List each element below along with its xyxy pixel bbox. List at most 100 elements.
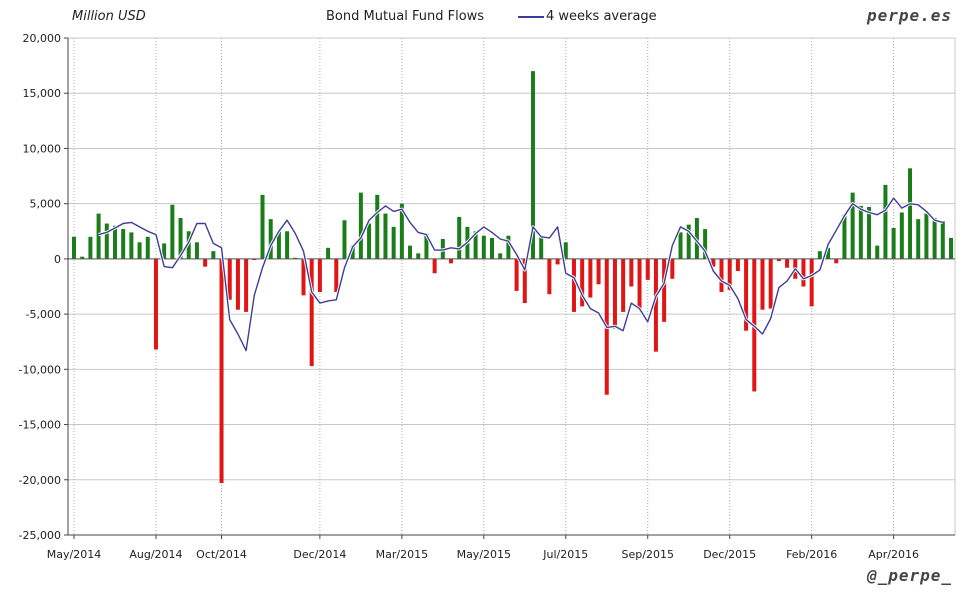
flow-bar	[899, 212, 904, 259]
flow-bar	[637, 258, 642, 310]
y-tick-label: 10,000	[23, 142, 62, 155]
flow-bar	[571, 258, 576, 312]
flow-bar	[539, 236, 544, 259]
flow-bar	[432, 258, 437, 274]
flow-bar	[711, 258, 716, 267]
flow-bar	[153, 258, 158, 350]
chart-title: Bond Mutual Fund Flows	[326, 9, 485, 24]
flow-bar	[530, 71, 535, 259]
flow-bar	[875, 245, 880, 259]
flow-bar	[358, 192, 363, 259]
flow-bar	[932, 218, 937, 259]
legend-line-swatch	[518, 15, 544, 18]
y-tick-label: 5,000	[30, 198, 62, 211]
flow-bar	[424, 233, 429, 259]
x-tick-label: May/2014	[47, 548, 101, 561]
flow-bar	[842, 214, 847, 259]
y-tick-label: -20,000	[19, 474, 61, 487]
y-tick-label: -10,000	[19, 363, 61, 376]
flow-bar	[96, 213, 101, 259]
flow-bar	[612, 258, 617, 329]
flow-bar	[514, 258, 519, 291]
brand-watermark-top: perpe.es	[866, 6, 952, 25]
x-tick-label: Dec/2015	[703, 548, 756, 561]
flow-bar	[727, 258, 732, 290]
flow-bar	[768, 258, 773, 309]
flow-bar	[703, 229, 708, 259]
x-tick-label: Dec/2014	[293, 548, 346, 561]
flow-bar	[244, 258, 249, 312]
x-tick-label: Mar/2015	[376, 548, 428, 561]
y-tick-label: -5,000	[26, 308, 61, 321]
flow-bar	[178, 218, 183, 259]
flow-bar	[735, 258, 740, 272]
flow-bar	[678, 232, 683, 259]
y-tick-label: 20,000	[23, 32, 62, 45]
unit-label: Million USD	[72, 9, 146, 24]
flow-bar	[203, 258, 208, 267]
x-tick-label: Oct/2014	[196, 548, 247, 561]
flow-bar	[285, 231, 290, 259]
y-tick-label: -25,000	[19, 529, 61, 542]
brand-watermark-bottom: @_perpe_	[866, 566, 952, 585]
flow-bar	[760, 258, 765, 310]
flow-bar	[522, 258, 527, 304]
flow-bar	[162, 243, 167, 259]
flow-bar	[112, 225, 117, 259]
flow-bar	[867, 206, 872, 259]
flow-bar	[145, 236, 150, 259]
flow-bar	[235, 258, 240, 310]
flow-bar	[891, 227, 896, 259]
x-tick-label: Sep/2015	[622, 548, 674, 561]
flow-bar	[949, 237, 953, 259]
flow-bar	[645, 258, 650, 280]
flow-bar	[334, 258, 339, 293]
flow-bar	[826, 247, 831, 259]
flow-bar	[924, 213, 929, 259]
flow-bar	[580, 258, 585, 307]
flow-bar	[686, 224, 691, 259]
flow-bar	[268, 219, 273, 259]
x-tick-label: Apr/2016	[868, 548, 919, 561]
x-tick-label: May/2015	[457, 548, 511, 561]
flow-bar	[817, 251, 822, 259]
plot-border	[67, 37, 956, 536]
flow-bar	[457, 216, 462, 259]
flow-bar	[908, 168, 913, 259]
flow-bar	[809, 258, 814, 307]
flow-bar	[129, 232, 134, 259]
legend: 4 weeks average	[518, 9, 657, 24]
flow-bar	[555, 258, 560, 265]
flow-bar	[391, 226, 396, 259]
flow-bar	[596, 258, 601, 285]
flow-bar	[309, 258, 314, 367]
flow-bar	[850, 192, 855, 259]
flow-bar	[670, 258, 675, 279]
flow-bar	[473, 231, 478, 259]
flow-bar	[252, 258, 257, 260]
flow-bar	[194, 242, 199, 259]
x-tick-label: Jul/2015	[542, 548, 588, 561]
flow-bar	[80, 256, 85, 259]
flow-bar	[801, 258, 806, 287]
flow-bar	[416, 253, 421, 259]
flow-bar	[916, 219, 921, 259]
flow-bar	[621, 258, 626, 312]
flow-bar	[104, 223, 109, 259]
flow-bar	[858, 205, 863, 259]
flow-bar	[326, 247, 331, 259]
flow-bar	[719, 258, 724, 293]
flow-bar	[588, 258, 593, 298]
y-tick-label: 15,000	[23, 87, 62, 100]
flow-bar	[834, 258, 839, 264]
flow-bar	[883, 184, 888, 259]
flow-bar	[301, 258, 306, 296]
y-tick-label: 0	[54, 253, 61, 266]
flow-bar	[375, 194, 380, 259]
flow-bar	[694, 218, 699, 259]
flow-bar	[547, 258, 552, 295]
flow-bar	[260, 194, 265, 259]
flow-bar	[293, 257, 298, 259]
flow-bar	[219, 258, 224, 484]
